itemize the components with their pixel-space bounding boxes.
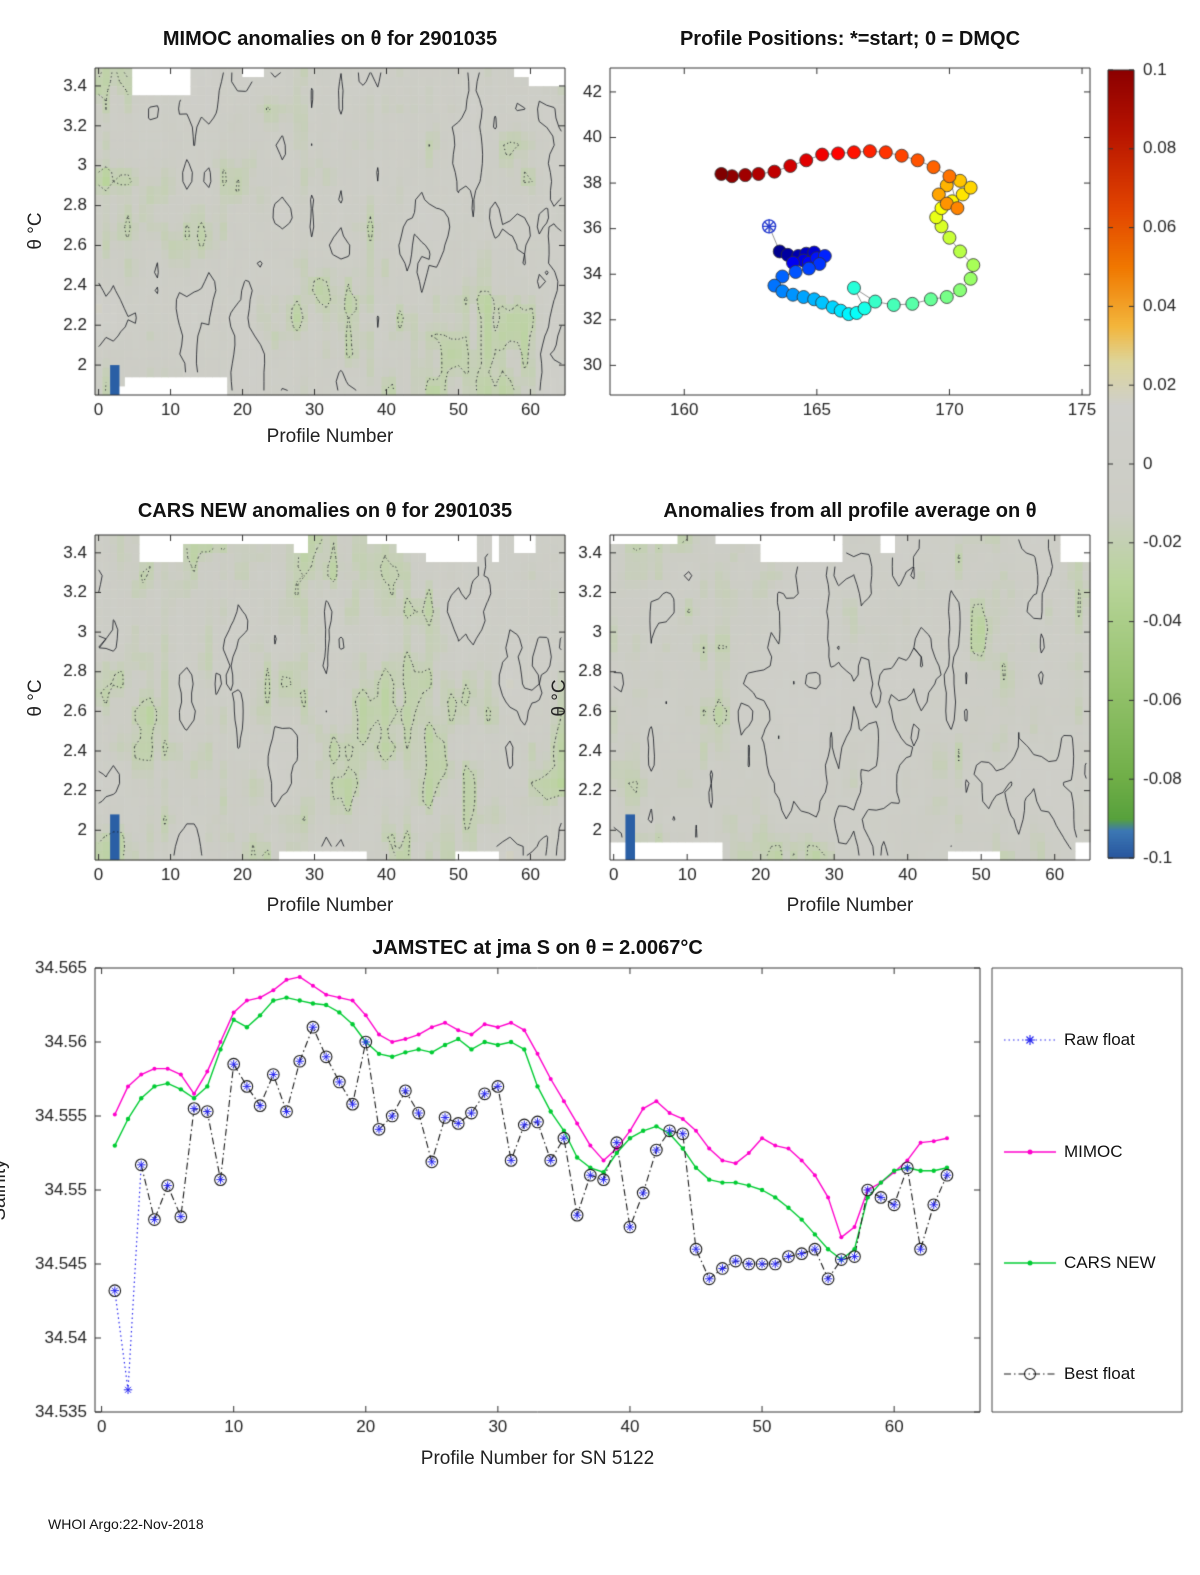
panel-title-average-anomalies: Anomalies from all profile average on θ bbox=[663, 500, 1037, 522]
panel-title-profile-positions: Profile Positions: *=start; 0 = DMQC bbox=[679, 28, 1021, 50]
legend-label-cars-new: CARS NEW bbox=[1064, 1253, 1156, 1272]
xlabel-average: Profile Number bbox=[786, 895, 914, 916]
legend-label-mimoc: MIMOC bbox=[1064, 1142, 1123, 1161]
legend-label-best-float: Best float bbox=[1064, 1364, 1135, 1383]
panel-title-cars-new: CARS NEW anomalies on θ for 2901035 bbox=[137, 500, 513, 522]
ylabel-average: θ °C bbox=[549, 679, 570, 717]
xlabel-mimoc: Profile Number bbox=[266, 426, 394, 447]
xlabel-cars: Profile Number bbox=[266, 895, 394, 916]
panel-title-mimoc-anomalies: MIMOC anomalies on θ for 2901035 bbox=[162, 28, 498, 50]
ylabel-mimoc: θ °C bbox=[25, 212, 46, 250]
xlabel-jamstec: Profile Number for SN 5122 bbox=[420, 1448, 655, 1469]
panel-title-jamstec: JAMSTEC at jma S on θ = 2.0067°C bbox=[372, 937, 703, 959]
ylabel-salinity: Salinity bbox=[0, 1159, 10, 1221]
ylabel-cars: θ °C bbox=[25, 679, 46, 717]
footer-text: WHOI Argo:22-Nov-2018 bbox=[48, 1516, 204, 1532]
legend-label-raw-float: Raw float bbox=[1064, 1030, 1135, 1049]
